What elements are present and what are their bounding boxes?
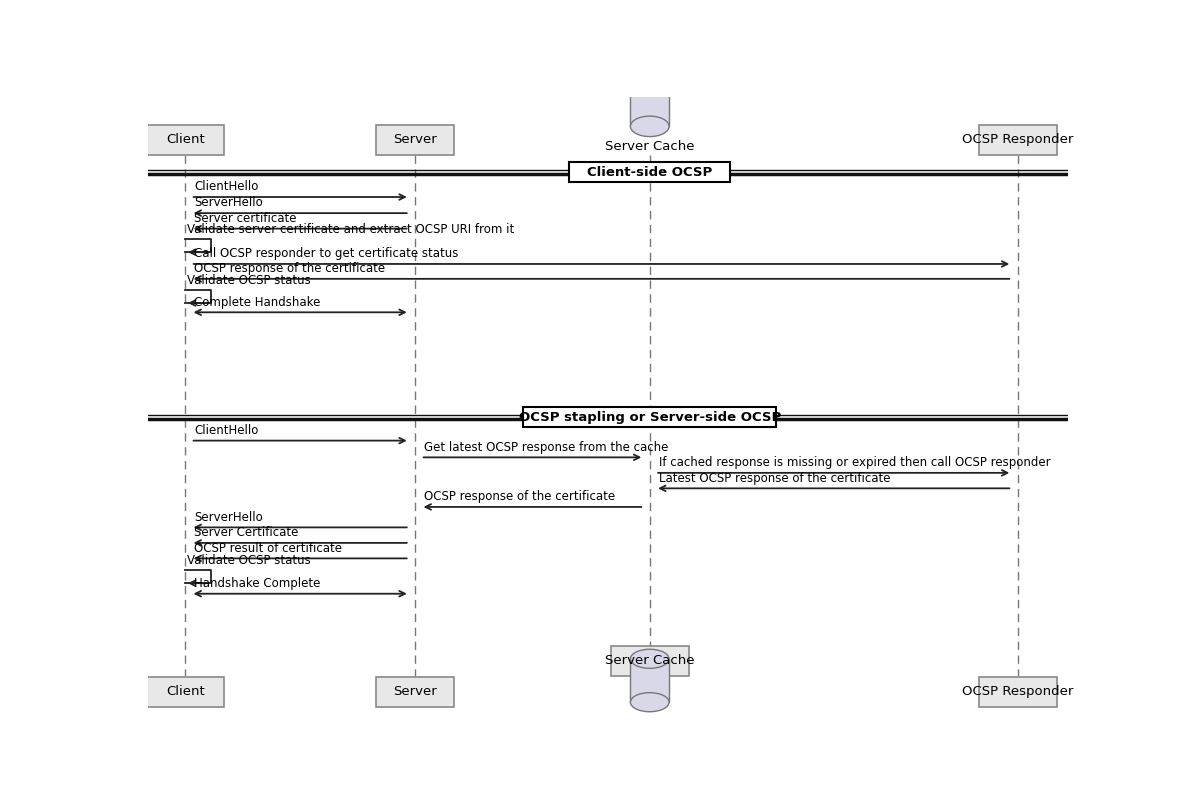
Text: OCSP Responder: OCSP Responder (961, 685, 1073, 698)
Text: ClientHello: ClientHello (195, 180, 259, 193)
Text: ServerHello: ServerHello (195, 196, 264, 209)
Bar (146, 677, 224, 707)
Text: Complete Handshake: Complete Handshake (195, 295, 320, 308)
Ellipse shape (630, 692, 669, 712)
Text: Client-side OCSP: Client-side OCSP (588, 166, 712, 179)
Ellipse shape (630, 650, 669, 668)
Bar (978, 125, 1056, 155)
Text: Client: Client (166, 685, 204, 698)
Text: Get latest OCSP response from the cache: Get latest OCSP response from the cache (424, 440, 668, 454)
Ellipse shape (630, 70, 669, 90)
Text: Validate OCSP status: Validate OCSP status (188, 274, 311, 287)
Text: Server Cache: Server Cache (605, 654, 694, 667)
Bar (376, 677, 455, 707)
Text: OCSP response of the certificate: OCSP response of the certificate (424, 490, 616, 503)
Text: Client: Client (166, 134, 204, 147)
Text: Validate server certificate and extract OCSP URI from it: Validate server certificate and extract … (188, 223, 514, 236)
Bar (630, 658, 669, 702)
Text: ClientHello: ClientHello (195, 424, 259, 437)
Bar (570, 163, 730, 182)
Text: Latest OCSP response of the certificate: Latest OCSP response of the certificate (659, 472, 890, 485)
Bar (376, 125, 455, 155)
Bar (610, 646, 688, 675)
Text: Server Cache: Server Cache (605, 140, 694, 153)
Text: Handshake Complete: Handshake Complete (195, 577, 320, 590)
Text: Validate OCSP status: Validate OCSP status (188, 554, 311, 567)
Bar (523, 407, 776, 427)
Text: OCSP Responder: OCSP Responder (961, 134, 1073, 147)
Text: OCSP result of certificate: OCSP result of certificate (195, 542, 342, 555)
Text: ServerHello: ServerHello (195, 510, 264, 524)
Text: OCSP response of the certificate: OCSP response of the certificate (195, 262, 386, 275)
Bar (978, 677, 1056, 707)
Text: Server Certificate: Server Certificate (195, 526, 299, 539)
Text: Server: Server (393, 134, 437, 147)
Text: OCSP stapling or Server-side OCSP: OCSP stapling or Server-side OCSP (519, 411, 781, 423)
Bar (146, 125, 224, 155)
Text: Call OCSP responder to get certificate status: Call OCSP responder to get certificate s… (195, 247, 458, 260)
Text: If cached response is missing or expired then call OCSP responder: If cached response is missing or expired… (659, 456, 1050, 469)
Bar (630, 80, 669, 126)
Text: Server: Server (393, 685, 437, 698)
Ellipse shape (630, 116, 669, 137)
Text: Server certificate: Server certificate (195, 212, 297, 225)
